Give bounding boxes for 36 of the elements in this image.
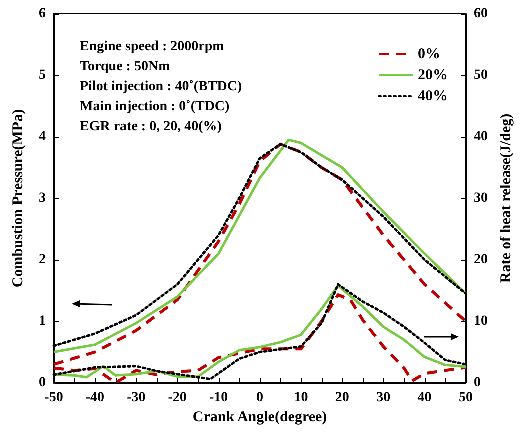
x-tick-label: 30	[376, 390, 391, 406]
y2-tick-label: 40	[474, 130, 488, 144]
y-tick-label: 2	[39, 252, 46, 268]
y2-tick-label: 60	[474, 6, 488, 22]
x-tick-label: -40	[86, 390, 105, 406]
x-tick-label: 0	[256, 390, 264, 406]
annotation: Engine speed : 2000rpm	[80, 40, 225, 54]
y2-tick-label: 0	[474, 376, 481, 390]
y2-axis-title: Rate of heat release(J/deg)	[498, 114, 514, 284]
legend-label: 40%	[418, 88, 448, 104]
y2-tick-label: 10	[474, 314, 488, 329]
y-tick-label: 3	[39, 191, 46, 206]
x-tick-label: -50	[44, 390, 64, 406]
x-tick-label: 50	[459, 390, 473, 406]
y-axis-title: Combustion Pressure(MPa)	[10, 109, 26, 288]
x-tick-label: 10	[294, 390, 308, 406]
y-tick-label: 4	[39, 130, 46, 144]
x-tick-label: 20	[335, 390, 350, 406]
x-tick-label: 40	[418, 390, 432, 406]
y-tick-label: 6	[39, 6, 46, 22]
y-tick-label: 1	[39, 314, 46, 329]
y2-tick-label: 20	[474, 252, 488, 268]
annotation: Main injection : 0˚(TDC)	[80, 100, 230, 114]
legend-label: 20%	[418, 68, 448, 84]
x-tick-label: -30	[127, 390, 146, 406]
y-tick-label: 0	[39, 376, 46, 390]
x-axis-title: Crank Angle(degree)	[192, 409, 328, 426]
x-tick-label: -10	[209, 390, 228, 406]
legend-label: 0%	[418, 46, 440, 62]
annotation: Torque : 50Nm	[80, 60, 171, 74]
annotation: Pilot injection : 40˚(BTDC)	[80, 80, 242, 94]
x-tick-label: -20	[168, 390, 187, 406]
y-tick-label: 5	[39, 68, 46, 83]
annotation: EGR rate : 0, 20, 40(%)	[80, 120, 222, 134]
y2-tick-label: 30	[474, 191, 488, 206]
y2-tick-label: 50	[474, 68, 488, 83]
